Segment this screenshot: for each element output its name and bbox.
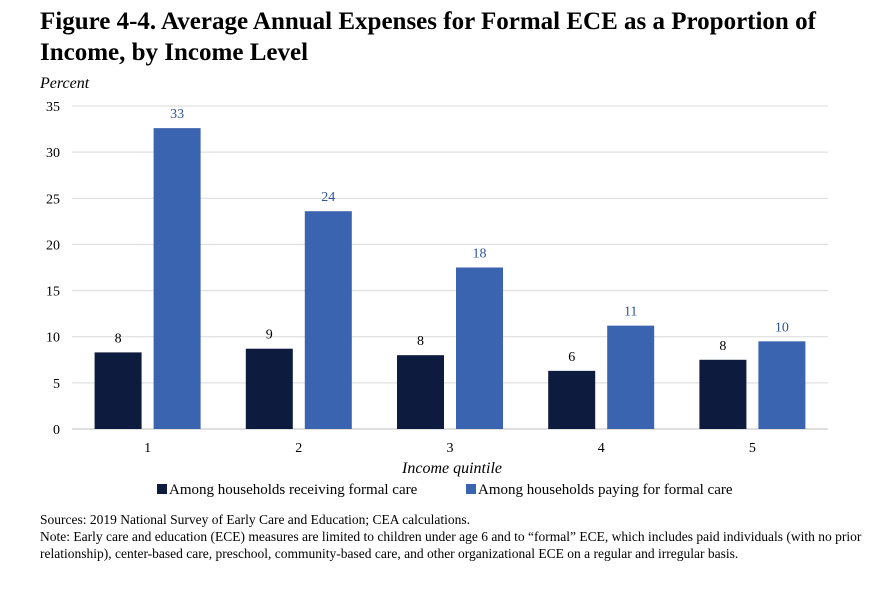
x-axis-ticks: 1 2 3 4 5	[144, 441, 756, 456]
bar-value-label: 24	[321, 190, 335, 205]
bar-value-label: 8	[719, 339, 726, 354]
x-tick-label: 1	[144, 441, 151, 456]
x-tick-label: 4	[598, 441, 605, 456]
legend-label: Among households paying for formal care	[478, 482, 733, 498]
legend-swatch	[157, 484, 167, 494]
x-tick-label: 2	[295, 441, 302, 456]
y-tick-label: 35	[46, 100, 60, 115]
note-text: Note: Early care and education (ECE) mea…	[40, 529, 862, 561]
x-tick-label: 5	[749, 441, 756, 456]
bar-value-label: 8	[115, 331, 122, 346]
y-tick-label: 5	[53, 377, 60, 392]
legend: Among households receiving formal care Am…	[157, 482, 733, 498]
x-tick-label: 3	[447, 441, 454, 456]
bar	[456, 267, 503, 429]
legend-item: Among households receiving formal care	[157, 482, 418, 498]
y-tick-label: 30	[46, 146, 60, 161]
bar-value-label: 9	[266, 328, 273, 343]
chart-title: Figure 4-4. Average Annual Expenses for …	[40, 8, 816, 66]
x-axis-label: Income quintile	[401, 460, 502, 477]
y-tick-label: 15	[46, 285, 60, 300]
y-tick-label: 25	[46, 192, 60, 207]
bar-value-label: 18	[473, 247, 487, 262]
bar-value-label: 8	[417, 334, 424, 349]
bar	[699, 359, 747, 429]
y-tick-label: 20	[46, 238, 60, 253]
bar	[548, 370, 596, 429]
bar-value-label: 33	[170, 107, 184, 122]
bar-value-label: 6	[568, 350, 575, 365]
bar-labels: 8 33 9 24 8 18 6 11 8 10	[115, 107, 789, 365]
bar	[607, 325, 655, 429]
bar	[94, 352, 142, 429]
bar	[304, 211, 352, 429]
y-tick-label: 0	[53, 423, 60, 438]
notes: Sources: 2019 National Survey of Early C…	[40, 511, 870, 562]
legend-item: Among households paying for formal care	[466, 482, 733, 498]
bar	[245, 348, 293, 429]
legend-swatch	[466, 484, 476, 494]
bar	[758, 341, 806, 429]
y-tick-label: 10	[46, 331, 60, 346]
bar-value-label: 11	[624, 305, 637, 320]
bar-value-label: 10	[775, 320, 789, 335]
y-axis-ticks: 0 5 10 15 20 25 30 35	[46, 100, 60, 438]
y-axis-label: Percent	[39, 75, 90, 92]
sources-text: Sources: 2019 National Survey of Early C…	[40, 512, 471, 527]
bar	[153, 128, 201, 430]
bars	[94, 128, 806, 430]
legend-label: Among households receiving formal care	[169, 482, 418, 498]
bar	[397, 355, 444, 429]
